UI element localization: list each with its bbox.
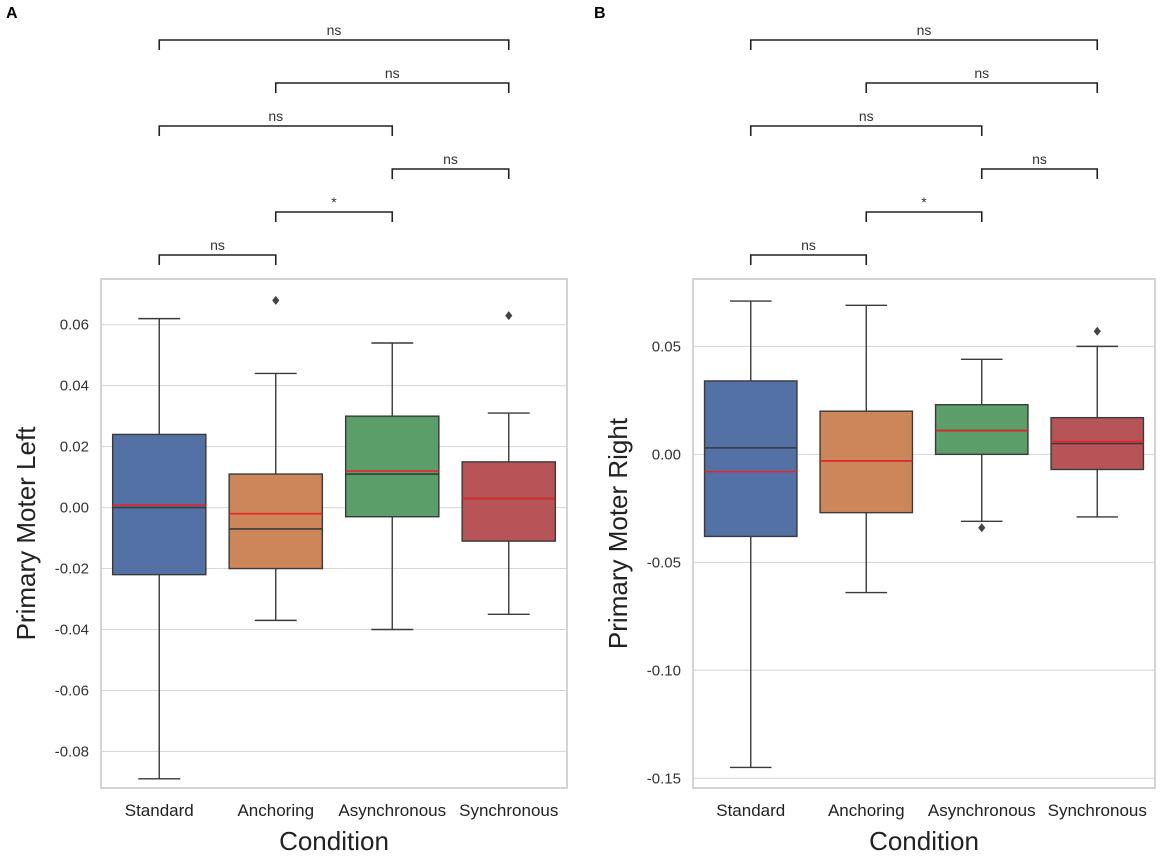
panel-b-category-label: Asynchronous: [928, 801, 1036, 820]
panel-a-significance-label: ns: [210, 237, 225, 253]
panel-a-label: A: [6, 5, 18, 22]
panel-a-outlier-point: [272, 295, 280, 305]
panel-a-xaxis-title: Condition: [279, 826, 389, 856]
panel-a-significance-label: ns: [385, 65, 400, 81]
panel-b-significance-label: ns: [801, 237, 816, 253]
panel-a-outlier-point: [505, 311, 513, 321]
panel-b-significance-bracket: [749, 39, 1099, 50]
panel-a-ytick-label: -0.08: [55, 743, 89, 760]
panel-b-xaxis-title: Condition: [869, 826, 979, 856]
panel-b-box-standard: [703, 380, 798, 538]
panel-a-ytick-label: 0.00: [60, 500, 89, 517]
panel-a-category-label: Standard: [125, 801, 194, 820]
panel-a-significance-bracket: [158, 254, 277, 265]
panel-b-box-asynchronous: [934, 403, 1029, 456]
panel-b-significance-bracket: [749, 125, 983, 136]
panel-a-category-label: Synchronous: [459, 801, 558, 820]
panel-b-category-label: Anchoring: [828, 801, 905, 820]
panel-b-plot-frame: [692, 278, 1156, 789]
panel-b-significance-bracket: [865, 82, 1099, 93]
panel-b-ytick-label: -0.05: [647, 554, 681, 571]
panel-b-category-label: Standard: [716, 801, 785, 820]
panel-a-ytick-label: -0.02: [55, 561, 89, 578]
panel-b-significance-label: *: [921, 194, 927, 210]
panel-a-category-label: Asynchronous: [338, 801, 446, 820]
panel-a-significance-bracket: [158, 39, 510, 50]
panel-a-significance-label: ns: [443, 151, 458, 167]
panel-a-significance-bracket: [274, 82, 510, 93]
panel-a-significance-label: ns: [268, 108, 283, 124]
panel-a-ytick-label: 0.06: [60, 317, 89, 334]
panel-a-box-synchronous: [461, 461, 557, 542]
panel-a-ytick-label: 0.02: [60, 439, 89, 456]
panel-b-box-anchoring: [819, 410, 914, 514]
panel-b-ytick-label: 0.00: [652, 446, 681, 463]
panel-b-significance-bracket: [749, 254, 868, 265]
panel-b-ytick-label: 0.05: [652, 338, 681, 355]
panel-a-significance-label: ns: [327, 22, 342, 38]
panel-b-ytick-label: -0.15: [647, 770, 681, 787]
panel-b-outlier-point: [978, 523, 986, 533]
panel-a-box-anchoring: [228, 473, 324, 570]
panel-a-plot-frame: [100, 278, 568, 789]
panel-b-category-label: Synchronous: [1048, 801, 1147, 820]
panel-b-ytick-label: -0.10: [647, 662, 681, 679]
panel-a-significance-bracket: [391, 168, 510, 179]
panel-a-significance-bracket: [158, 125, 394, 136]
panel-a-significance-label: *: [331, 194, 337, 210]
panel-b-significance-label: ns: [917, 22, 932, 38]
panel-a-significance-bracket: [274, 211, 394, 222]
panel-a-ytick-label: -0.04: [55, 622, 89, 639]
panel-b-outlier-point: [1093, 326, 1101, 336]
panel-a-box-asynchronous: [344, 415, 440, 518]
panel-a-ytick-label: 0.04: [60, 378, 89, 395]
panel-b-significance-label: ns: [1032, 151, 1047, 167]
panel-b-significance-bracket: [865, 211, 983, 222]
panel-a-category-label: Anchoring: [237, 801, 314, 820]
panel-a-yaxis-title: Primary Moter Left: [11, 426, 41, 641]
panel-b-significance-bracket: [980, 168, 1099, 179]
panel-b-yaxis-title: Primary Moter Right: [603, 417, 633, 649]
panel-b-label: B: [594, 5, 606, 22]
panel-a-ytick-label: -0.06: [55, 682, 89, 699]
panel-b-significance-label: ns: [974, 65, 989, 81]
panel-b-significance-label: ns: [859, 108, 874, 124]
